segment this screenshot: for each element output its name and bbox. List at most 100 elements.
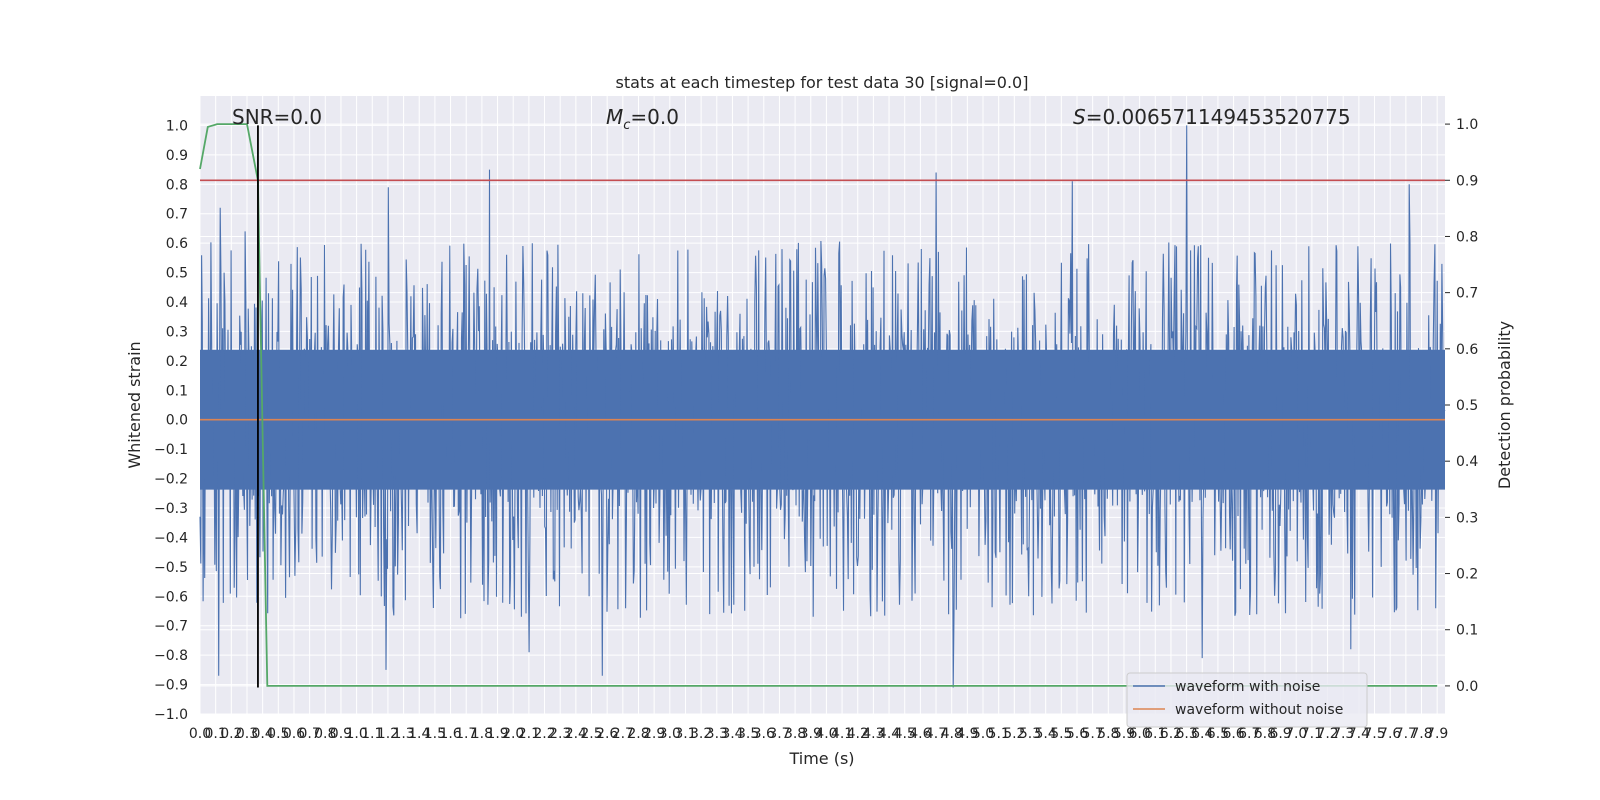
x-tick-label: 7.6: [1379, 726, 1401, 742]
y-tick-label: −0.1: [154, 442, 188, 458]
x-tick-label: 2.9: [643, 726, 665, 742]
y-right-tick-label: 0.3: [1456, 510, 1478, 526]
y-tick-label: 0.6: [166, 236, 188, 252]
x-tick-label: 5.1: [988, 726, 1010, 742]
x-tick-label: 4.2: [847, 726, 869, 742]
y-right-tick-label: 0.0: [1456, 679, 1478, 695]
x-tick-label: 2.6: [596, 726, 618, 742]
x-tick-label: 3.9: [800, 726, 822, 742]
y-tick-label: 0.2: [166, 354, 188, 370]
x-tick-label: 6.2: [1160, 726, 1182, 742]
y-right-tick-label: 0.2: [1456, 567, 1478, 583]
x-axis-ticks: 0.00.10.20.30.40.50.60.70.80.91.01.11.21…: [189, 726, 1448, 742]
x-tick-label: 5.6: [1066, 726, 1088, 742]
x-tick-label: 3.1: [674, 726, 696, 742]
x-tick-label: 0.4: [252, 726, 274, 742]
x-tick-label: 4.0: [815, 726, 837, 742]
y-tick-label: 0.4: [166, 295, 188, 311]
chirp-mass-symbol: M: [606, 105, 623, 129]
x-tick-label: 0.2: [220, 726, 242, 742]
x-tick-label: 4.3: [862, 726, 884, 742]
x-tick-label: 7.8: [1410, 726, 1432, 742]
y-tick-label: 0.5: [166, 266, 188, 282]
chart-title: stats at each timestep for test data 30 …: [616, 73, 1029, 92]
y-tick-label: 0.7: [166, 207, 188, 223]
x-tick-label: 1.6: [439, 726, 461, 742]
y-tick-label: 1.0: [166, 118, 188, 134]
x-tick-label: 4.1: [831, 726, 853, 742]
x-tick-label: 3.8: [784, 726, 806, 742]
x-tick-label: 4.9: [956, 726, 978, 742]
x-tick-label: 4.7: [925, 726, 947, 742]
y-right-tick-label: 0.7: [1456, 286, 1478, 302]
x-tick-label: 3.4: [721, 726, 743, 742]
x-tick-label: 6.7: [1238, 726, 1260, 742]
x-tick-label: 6.3: [1175, 726, 1197, 742]
x-tick-label: 2.3: [549, 726, 571, 742]
x-tick-label: 1.9: [486, 726, 508, 742]
x-tick-label: 2.1: [518, 726, 540, 742]
x-tick-label: 7.9: [1426, 726, 1448, 742]
x-tick-label: 4.8: [941, 726, 963, 742]
x-tick-label: 7.7: [1395, 726, 1417, 742]
x-tick-label: 3.5: [737, 726, 759, 742]
y-tick-label: −0.9: [154, 678, 188, 694]
y-right-tick-label: 0.5: [1456, 398, 1478, 414]
x-tick-label: 1.7: [455, 726, 477, 742]
x-tick-label: 2.7: [612, 726, 634, 742]
series-lines: [199, 123, 1445, 688]
y-axis-right-label: Detection probability: [1495, 321, 1514, 489]
x-tick-label: 3.2: [690, 726, 712, 742]
x-tick-label: 6.1: [1144, 726, 1166, 742]
y-right-tick-label: 0.4: [1456, 454, 1478, 470]
x-tick-label: 6.5: [1207, 726, 1229, 742]
x-tick-label: 4.4: [878, 726, 900, 742]
x-tick-label: 0.5: [267, 726, 289, 742]
x-tick-label: 3.6: [753, 726, 775, 742]
x-tick-label: 7.1: [1301, 726, 1323, 742]
x-tick-label: 5.9: [1113, 726, 1135, 742]
x-tick-label: 2.0: [502, 726, 524, 742]
x-tick-label: 5.3: [1019, 726, 1041, 742]
legend-box: [1126, 672, 1368, 728]
x-tick-label: 6.8: [1254, 726, 1276, 742]
y-tick-label: −0.5: [154, 560, 188, 576]
x-tick-label: 6.4: [1191, 726, 1213, 742]
y-tick-label: 0.8: [166, 177, 188, 193]
x-tick-label: 1.1: [361, 726, 383, 742]
statistic-value: =0.006571149453520775: [1086, 105, 1351, 129]
x-tick-label: 1.2: [377, 726, 399, 742]
x-tick-label: 5.7: [1082, 726, 1104, 742]
x-tick-label: 3.3: [706, 726, 728, 742]
chirp-mass-value: =0.0: [630, 105, 679, 129]
y-tick-label: −0.7: [154, 619, 188, 635]
x-tick-label: 0.0: [189, 726, 211, 742]
detection-probability-line: [199, 123, 1438, 687]
x-tick-label: 7.0: [1285, 726, 1307, 742]
y-tick-label: −1.0: [154, 707, 188, 723]
statistic-annotation: S=0.006571149453520775: [1073, 105, 1351, 129]
y-right-tick-label: 0.1: [1456, 623, 1478, 639]
y-axis-label: Whitened strain: [125, 341, 144, 468]
x-tick-label: 4.5: [894, 726, 916, 742]
x-tick-label: 2.5: [580, 726, 602, 742]
x-tick-label: 2.2: [533, 726, 555, 742]
y-tick-label: −0.3: [154, 501, 188, 517]
x-tick-label: 5.0: [972, 726, 994, 742]
x-tick-label: 0.9: [330, 726, 352, 742]
y-tick-label: 0.9: [166, 148, 188, 164]
x-tick-label: 5.5: [1050, 726, 1072, 742]
y-axis-right-ticks: 0.0 0.1 0.2 0.3 0.4 0.5 0.6 0.7 0.8 0.9 1.0: [1445, 117, 1478, 695]
x-tick-label: 1.5: [424, 726, 446, 742]
y-tick-label: 0.1: [166, 383, 188, 399]
x-tick-label: 0.1: [205, 726, 227, 742]
x-tick-label: 2.4: [565, 726, 587, 742]
y-tick-label: −0.2: [154, 472, 188, 488]
y-tick-label: −0.8: [154, 648, 188, 664]
x-tick-label: 0.3: [236, 726, 258, 742]
y-tick-label: 0.0: [166, 413, 188, 429]
x-tick-label: 7.3: [1332, 726, 1354, 742]
x-tick-label: 6.0: [1128, 726, 1150, 742]
legend-label-clean: waveform without noise: [1175, 702, 1343, 718]
